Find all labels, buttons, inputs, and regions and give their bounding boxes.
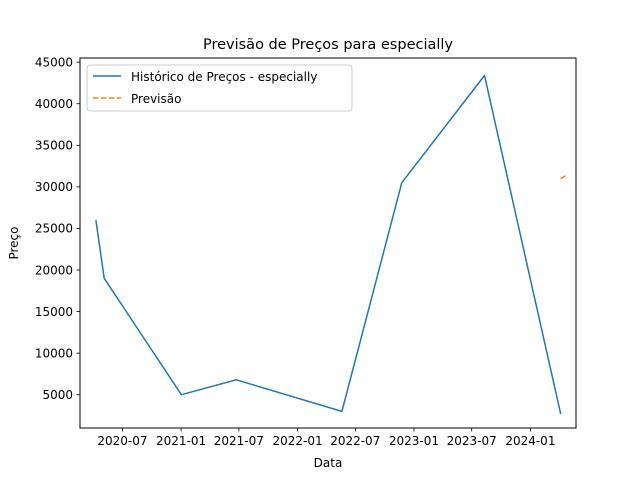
x-tick-label: 2022-07 — [330, 434, 380, 448]
plot-frame — [79, 57, 577, 429]
legend-box — [86, 64, 353, 112]
x-tick-label: 2020-07 — [97, 434, 147, 448]
y-tick-label: 20000 — [35, 263, 73, 277]
y-tick-label: 5000 — [42, 388, 73, 402]
chart-title: Previsão de Preços para especially — [203, 37, 453, 53]
x-axis-label: Data — [314, 456, 343, 470]
y-tick-label: 40000 — [35, 97, 73, 111]
y-tick-label: 10000 — [35, 346, 73, 360]
x-tick-label: 2022-01 — [272, 434, 322, 448]
legend-label-historico: Histórico de Preços - especially — [131, 70, 317, 84]
legend: Histórico de Preços - especially Previsã… — [86, 64, 353, 112]
x-tick-label: 2021-07 — [214, 434, 264, 448]
legend-label-previsao: Previsão — [131, 92, 181, 106]
series-layer — [95, 74, 567, 415]
x-tick-label: 2024-01 — [505, 434, 555, 448]
x-axis: 2020-07 2021-01 2021-07 2022-01 2022-07 2023-… — [97, 428, 555, 448]
y-tick-label: 25000 — [35, 222, 73, 236]
x-tick-label: 2023-07 — [447, 434, 497, 448]
y-tick-label: 45000 — [35, 55, 73, 69]
y-axis-label: Preço — [7, 226, 21, 259]
series-line-0 — [95, 74, 562, 415]
y-tick-label: 35000 — [35, 139, 73, 153]
series-line-1 — [560, 174, 567, 180]
x-tick-label: 2021-01 — [156, 434, 206, 448]
y-axis: 5000 10000 15000 20000 25000 30000 35000 40000 4… — [35, 55, 80, 402]
x-tick-label: 2023-01 — [389, 434, 439, 448]
y-tick-label: 30000 — [35, 180, 73, 194]
y-tick-label: 15000 — [35, 305, 73, 319]
